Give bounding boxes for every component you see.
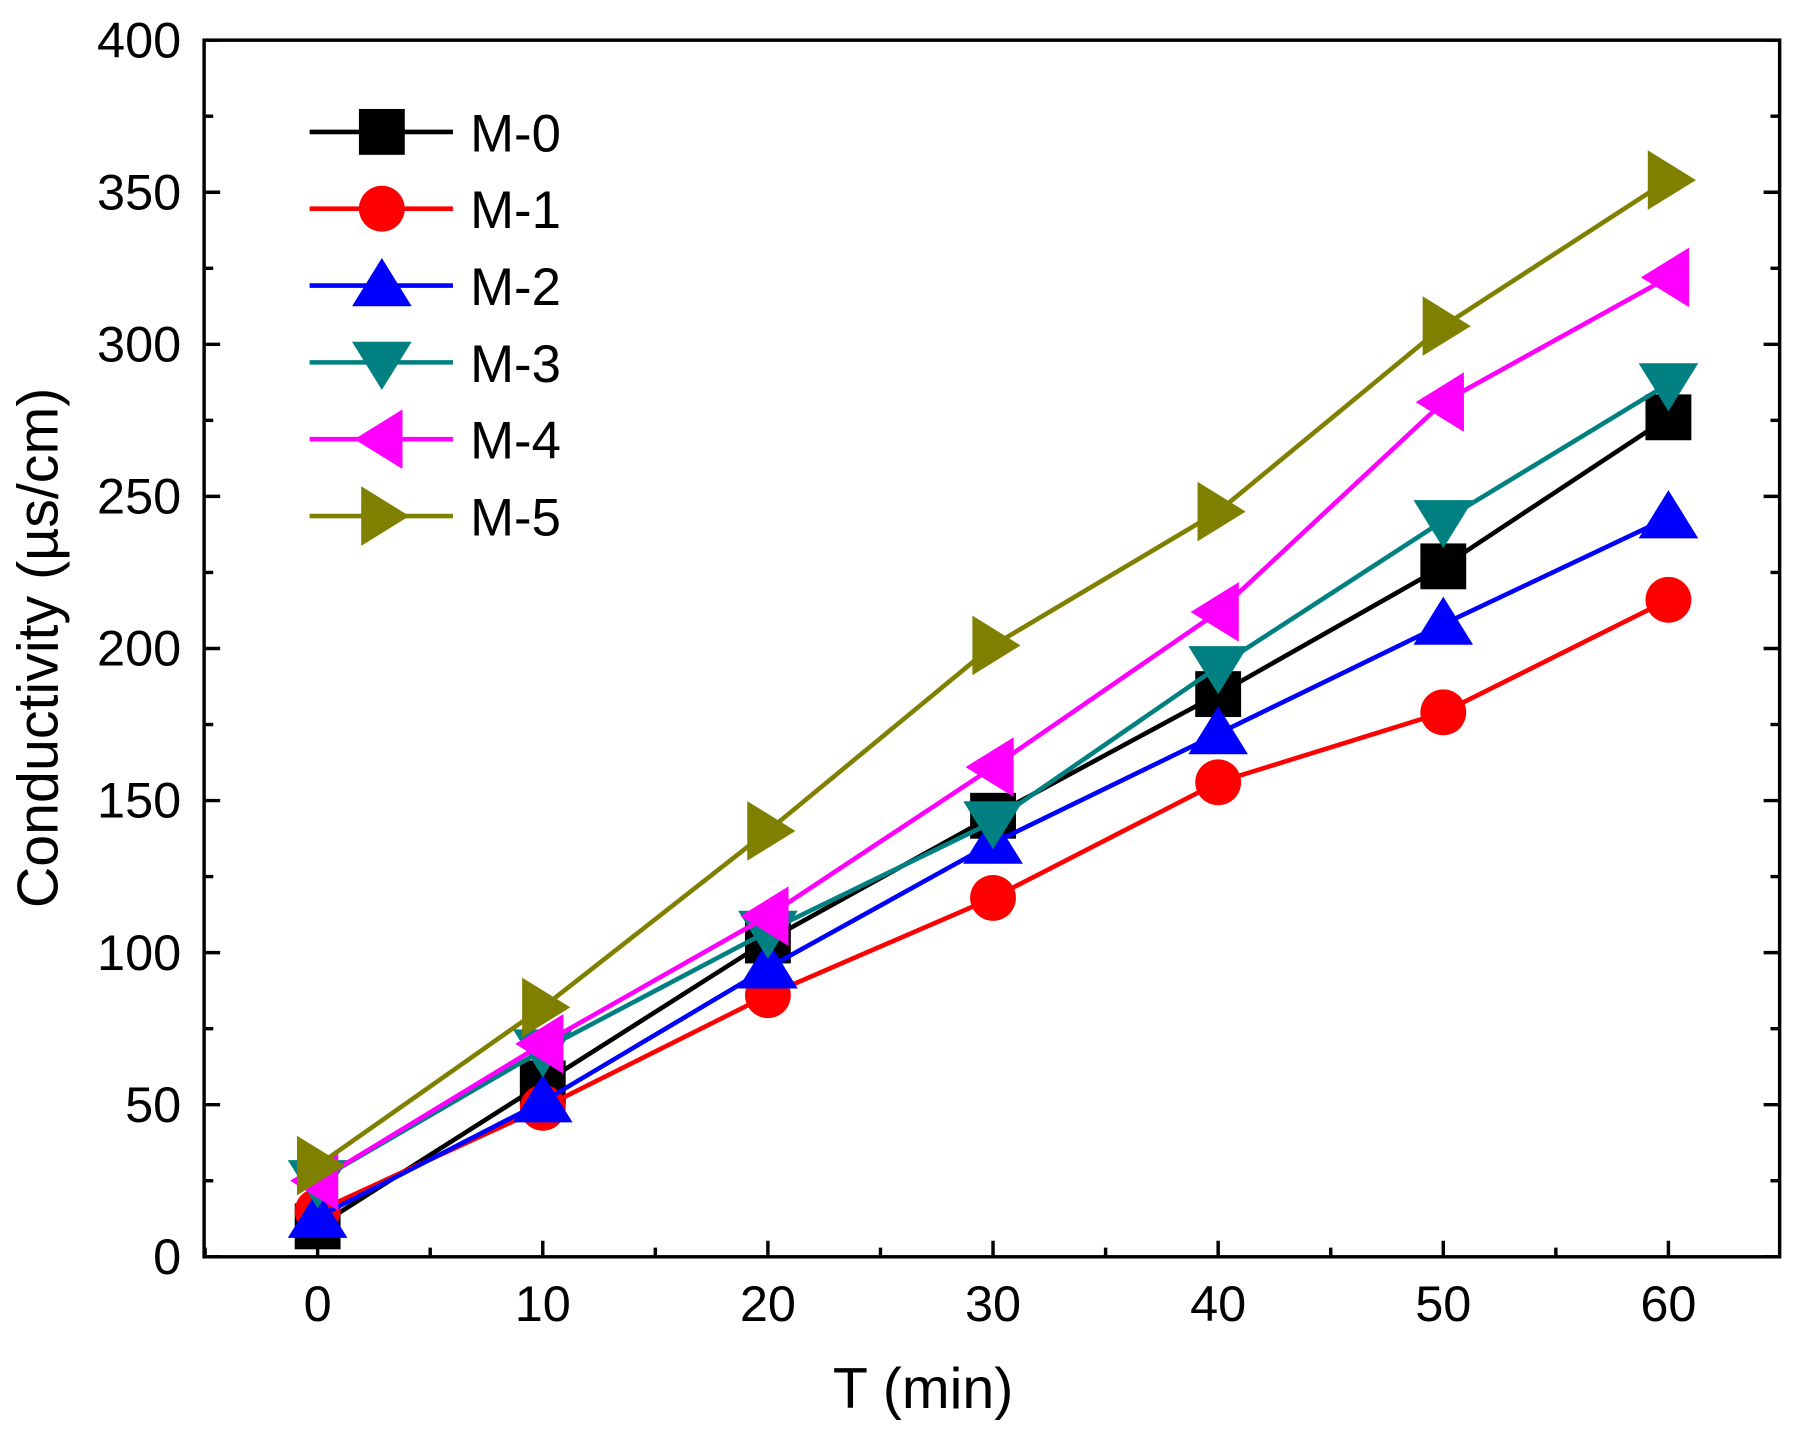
y-tick-label: 50 xyxy=(125,1076,181,1133)
data-point xyxy=(1413,500,1474,549)
legend-marker xyxy=(352,258,412,307)
data-point xyxy=(296,1135,346,1196)
y-tick-label: 200 xyxy=(97,620,181,677)
data-point xyxy=(1190,582,1239,642)
x-tick-label: 60 xyxy=(1640,1275,1696,1332)
legend-item: M-4 xyxy=(309,409,561,471)
data-point xyxy=(287,1189,348,1238)
data-point xyxy=(1413,596,1474,645)
y-tick-label: 300 xyxy=(97,316,181,373)
data-point xyxy=(1647,150,1696,210)
x-tick-label: 20 xyxy=(740,1275,796,1332)
legend-label: M-1 xyxy=(470,181,561,240)
y-tick-label: 400 xyxy=(97,11,181,68)
data-point xyxy=(970,874,1016,921)
data-point xyxy=(963,801,1023,850)
data-point xyxy=(738,940,798,989)
legend-item: M-2 xyxy=(309,258,561,317)
legend: M-0 M-1 M-2 M-3 M-4 M-5 xyxy=(309,104,561,548)
data-point xyxy=(515,1014,564,1074)
data-point xyxy=(1640,247,1690,308)
data-point xyxy=(747,801,796,861)
y-tick-label: 350 xyxy=(97,163,181,220)
data-point xyxy=(1422,296,1471,356)
x-tick-label: 50 xyxy=(1415,1275,1471,1332)
x-tick-label: 10 xyxy=(515,1275,571,1332)
y-tick-label: 0 xyxy=(153,1228,181,1285)
legend-label: M-2 xyxy=(470,258,561,317)
y-tick-label: 250 xyxy=(97,468,181,525)
series-m-2 xyxy=(287,490,1699,1238)
legend-label: M-0 xyxy=(470,104,561,163)
data-point xyxy=(740,886,789,946)
legend-marker xyxy=(354,409,403,470)
legend-item: M-0 xyxy=(309,104,561,163)
data-point xyxy=(1638,490,1699,539)
data-point xyxy=(1195,759,1242,806)
axis-ticks: 0 50 100 150 200 250 300 350 400 0 10 20 30 40 50 60 xyxy=(97,11,1780,1332)
legend-label: M-3 xyxy=(470,335,561,394)
data-point xyxy=(972,615,1021,676)
data-point xyxy=(512,1074,573,1123)
series-group xyxy=(287,150,1699,1250)
plot-frame xyxy=(202,38,1782,1259)
data-point xyxy=(1188,646,1248,695)
data-point xyxy=(1197,481,1246,542)
legend-marker xyxy=(361,486,410,546)
y-tick-label: 100 xyxy=(97,924,181,981)
data-point xyxy=(1638,363,1699,412)
x-axis-label: T (min) xyxy=(833,1357,1013,1421)
legend-label: M-5 xyxy=(470,489,561,548)
series-m-1 xyxy=(294,576,1692,1235)
data-point xyxy=(1188,706,1248,755)
legend-item: M-1 xyxy=(309,181,561,240)
data-point xyxy=(1420,543,1467,590)
y-tick-label: 150 xyxy=(97,772,181,829)
data-point xyxy=(1415,372,1464,432)
data-point xyxy=(1420,689,1467,736)
legend-item: M-3 xyxy=(309,335,561,394)
series-m-5 xyxy=(296,150,1696,1196)
y-axis-label: Conductivity (µs/cm) xyxy=(6,388,70,908)
data-point xyxy=(1645,576,1692,623)
legend-item: M-5 xyxy=(309,486,561,548)
x-tick-label: 30 xyxy=(965,1275,1021,1332)
legend-marker xyxy=(352,341,412,390)
legend-marker xyxy=(358,185,405,232)
legend-label: M-4 xyxy=(470,412,561,471)
data-point xyxy=(522,977,571,1038)
x-tick-label: 40 xyxy=(1190,1275,1246,1332)
data-point xyxy=(965,737,1014,797)
x-tick-label: 0 xyxy=(304,1275,332,1332)
legend-marker xyxy=(358,108,405,155)
